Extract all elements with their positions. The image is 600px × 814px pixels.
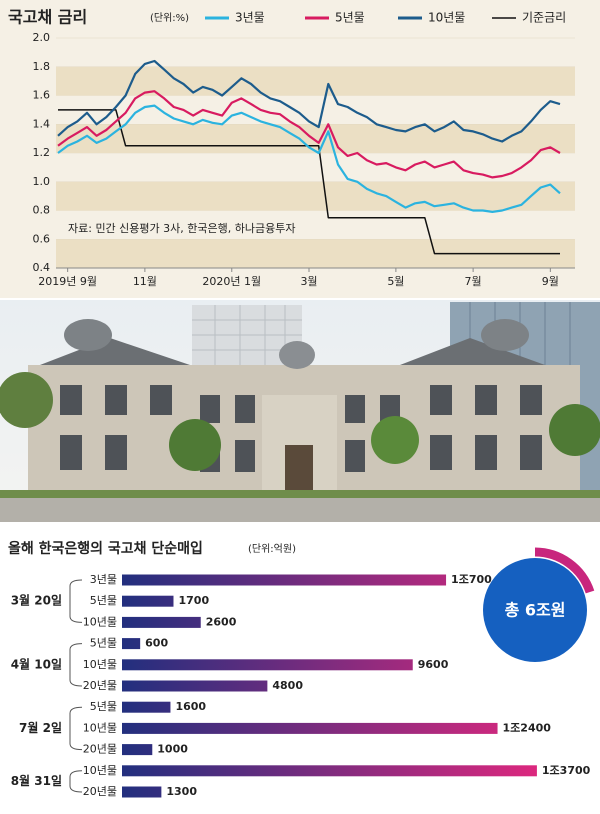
value-label: 2600 — [206, 615, 237, 628]
bar — [122, 616, 201, 628]
x-tick-label: 7월 — [465, 275, 482, 288]
bar-chart-title: 올해 한국은행의 국고채 단순매입 — [8, 540, 203, 557]
y-tick-label: 0.6 — [33, 232, 51, 245]
category-label: 10년물 — [83, 615, 117, 628]
value-label: 1조3700 — [542, 764, 591, 777]
y-tick-label: 0.8 — [33, 204, 51, 217]
bar — [122, 638, 141, 650]
x-tick-label: 3월 — [300, 275, 317, 288]
total-badge — [483, 558, 587, 662]
category-label: 10년물 — [83, 764, 117, 777]
value-label: 9600 — [418, 658, 449, 671]
total-ring — [534, 547, 595, 594]
bar — [122, 722, 498, 734]
band — [56, 66, 575, 96]
y-tick-label: 2.0 — [33, 31, 51, 44]
bar — [122, 765, 537, 777]
value-label: 4800 — [272, 679, 303, 692]
series-line — [57, 90, 561, 179]
series-line — [58, 109, 560, 255]
value-label: 1300 — [166, 785, 197, 798]
category-label: 3년물 — [90, 573, 117, 586]
value-label: 1600 — [175, 700, 206, 713]
bar — [122, 595, 174, 607]
category-label: 20년물 — [83, 785, 117, 798]
y-tick-label: 1.4 — [33, 117, 51, 130]
group-label: 7월 2일 — [19, 720, 62, 735]
y-tick-label: 1.8 — [33, 60, 51, 73]
legend-label: 기준금리 — [522, 11, 566, 25]
series-line — [57, 104, 561, 213]
x-tick-label: 9월 — [542, 275, 559, 288]
line-chart-title: 국고채 금리 — [8, 8, 87, 27]
y-tick-label: 0.4 — [33, 261, 51, 274]
category-label: 10년물 — [83, 658, 117, 671]
category-label: 5년물 — [90, 594, 117, 607]
bracket — [69, 770, 83, 793]
line-chart-unit: (단위:%) — [150, 11, 189, 24]
band — [56, 124, 575, 153]
value-label: 1조700 — [451, 573, 492, 586]
y-tick-label: 1.0 — [33, 175, 51, 188]
value-label: 1조2400 — [503, 721, 552, 734]
legend-label: 5년물 — [335, 11, 365, 25]
category-label: 20년물 — [83, 743, 117, 756]
bar-chart-unit: (단위:억원) — [248, 542, 296, 555]
value-label: 600 — [145, 637, 168, 650]
x-tick-label: 2020년 1월 — [202, 275, 261, 288]
x-tick-label: 11월 — [133, 275, 157, 288]
category-label: 5년물 — [90, 700, 117, 713]
x-tick-label: 2019년 9월 — [38, 275, 97, 288]
bar — [122, 786, 162, 798]
bar — [122, 680, 268, 692]
bar — [122, 744, 153, 756]
group-label: 8월 31일 — [11, 773, 62, 788]
series-line — [57, 59, 561, 143]
y-tick-label: 1.6 — [33, 89, 51, 102]
category-label: 5년물 — [90, 637, 117, 650]
category-label: 20년물 — [83, 679, 117, 692]
bar — [122, 659, 413, 671]
band — [56, 181, 575, 211]
x-tick-label: 5월 — [387, 275, 404, 288]
total-label: 총 6조원 — [505, 601, 566, 620]
value-label: 1700 — [178, 594, 209, 607]
value-label: 1000 — [157, 743, 188, 756]
legend-label: 3년물 — [235, 11, 265, 25]
bracket — [69, 579, 83, 623]
bar — [122, 574, 447, 586]
source-note: 자료: 민간 신용평가 3사, 한국은행, 하나금융투자 — [68, 221, 295, 235]
legend-label: 10년물 — [428, 11, 465, 25]
group-label: 4월 10일 — [11, 656, 62, 671]
group-label: 3월 20일 — [11, 593, 62, 608]
bar — [122, 701, 171, 713]
y-tick-label: 1.2 — [33, 146, 51, 159]
category-label: 10년물 — [83, 721, 117, 734]
bracket — [69, 706, 83, 751]
photo — [0, 300, 600, 522]
bracket — [69, 643, 83, 687]
